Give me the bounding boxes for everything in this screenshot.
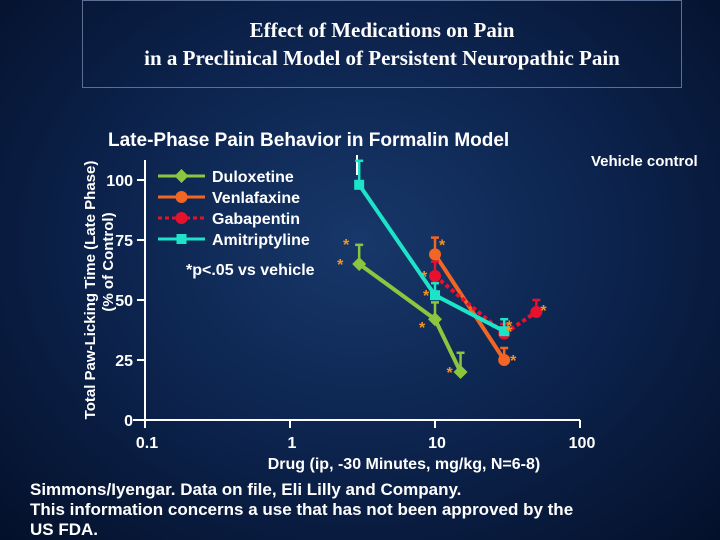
duloxetine-significance-asterisk: * <box>337 257 344 274</box>
y-tick-label: 0 <box>124 413 133 430</box>
legend-label-duloxetine: Duloxetine <box>212 169 294 186</box>
footnote-line2: This information concerns a use that has… <box>30 500 574 519</box>
x-tick-label: 100 <box>569 435 596 452</box>
venlafaxine-marker <box>498 354 511 366</box>
venlafaxine-line <box>433 253 506 362</box>
gabapentin-marker <box>429 270 441 282</box>
x-tick-label: 0.1 <box>136 435 158 452</box>
duloxetine-marker <box>428 312 442 327</box>
footnote-line1: Simmons/Iyengar. Data on file, Eli Lilly… <box>30 480 462 499</box>
legend-label-gabapentin: Gabapentin <box>212 211 300 228</box>
gabapentin-marker <box>530 306 543 318</box>
gabapentin-significance-asterisk: * <box>540 303 547 320</box>
y-axis-label-line2: (% of Control) <box>100 212 117 311</box>
duloxetine-marker <box>453 365 468 379</box>
amitriptyline-marker <box>430 290 440 301</box>
amitriptyline-marker <box>499 326 510 337</box>
y-tick-label: 25 <box>115 353 133 370</box>
gabapentin-line <box>433 274 538 337</box>
venlafaxine-marker <box>429 248 441 261</box>
gabapentin-significance-asterisk: * <box>506 319 513 336</box>
venlafaxine-significance-asterisk: * <box>439 237 446 254</box>
duloxetine-significance-asterisk: * <box>419 320 426 337</box>
vehicle-control-label: Vehicle control <box>591 153 698 170</box>
legend-significance-asterisk: * <box>343 237 350 254</box>
duloxetine-significance-asterisk: * <box>447 365 454 382</box>
chart-title: Late-Phase Pain Behavior in Formalin Mod… <box>108 130 509 151</box>
footnote: Simmons/Iyengar. Data on file, Eli Lilly… <box>30 480 710 540</box>
legend-marker-venlafaxine <box>175 191 188 203</box>
footnote-line3: US FDA. <box>30 520 98 539</box>
y-tick-label: 50 <box>115 293 133 310</box>
amitriptyline-marker <box>354 179 365 190</box>
amitriptyline-significance-asterisk: * <box>506 324 513 341</box>
duloxetine-marker <box>352 257 367 271</box>
legend-marker-duloxetine <box>174 169 189 183</box>
slide-title-line1: Effect of Medications on Pain <box>249 18 515 42</box>
slide-title-line2: in a Preclinical Model of Persistent Neu… <box>144 46 620 70</box>
duloxetine-line <box>358 262 463 373</box>
y-tick-label: 75 <box>115 233 133 250</box>
legend-label-venlafaxine: Venlafaxine <box>212 190 300 207</box>
amitriptyline-significance-asterisk: * <box>423 288 430 305</box>
y-axis-label-line1: Total Paw-Licking Time (Late Phase) <box>82 161 99 420</box>
venlafaxine-significance-asterisk: * <box>510 353 517 370</box>
y-tick-label: 100 <box>106 173 133 190</box>
x-tick-label: 10 <box>428 435 446 452</box>
legend-marker-gabapentin <box>175 212 188 224</box>
significance-note: *p<.05 vs vehicle <box>186 262 315 279</box>
x-axis-label: Drug (ip, -30 Minutes, mg/kg, N=6-8) <box>268 456 540 473</box>
slide-title: Effect of Medications on Pain in a Precl… <box>82 0 682 88</box>
legend-label-amitriptyline: Amitriptyline <box>212 232 310 249</box>
x-tick-label: 1 <box>288 435 297 452</box>
legend-marker-amitriptyline <box>176 234 187 244</box>
